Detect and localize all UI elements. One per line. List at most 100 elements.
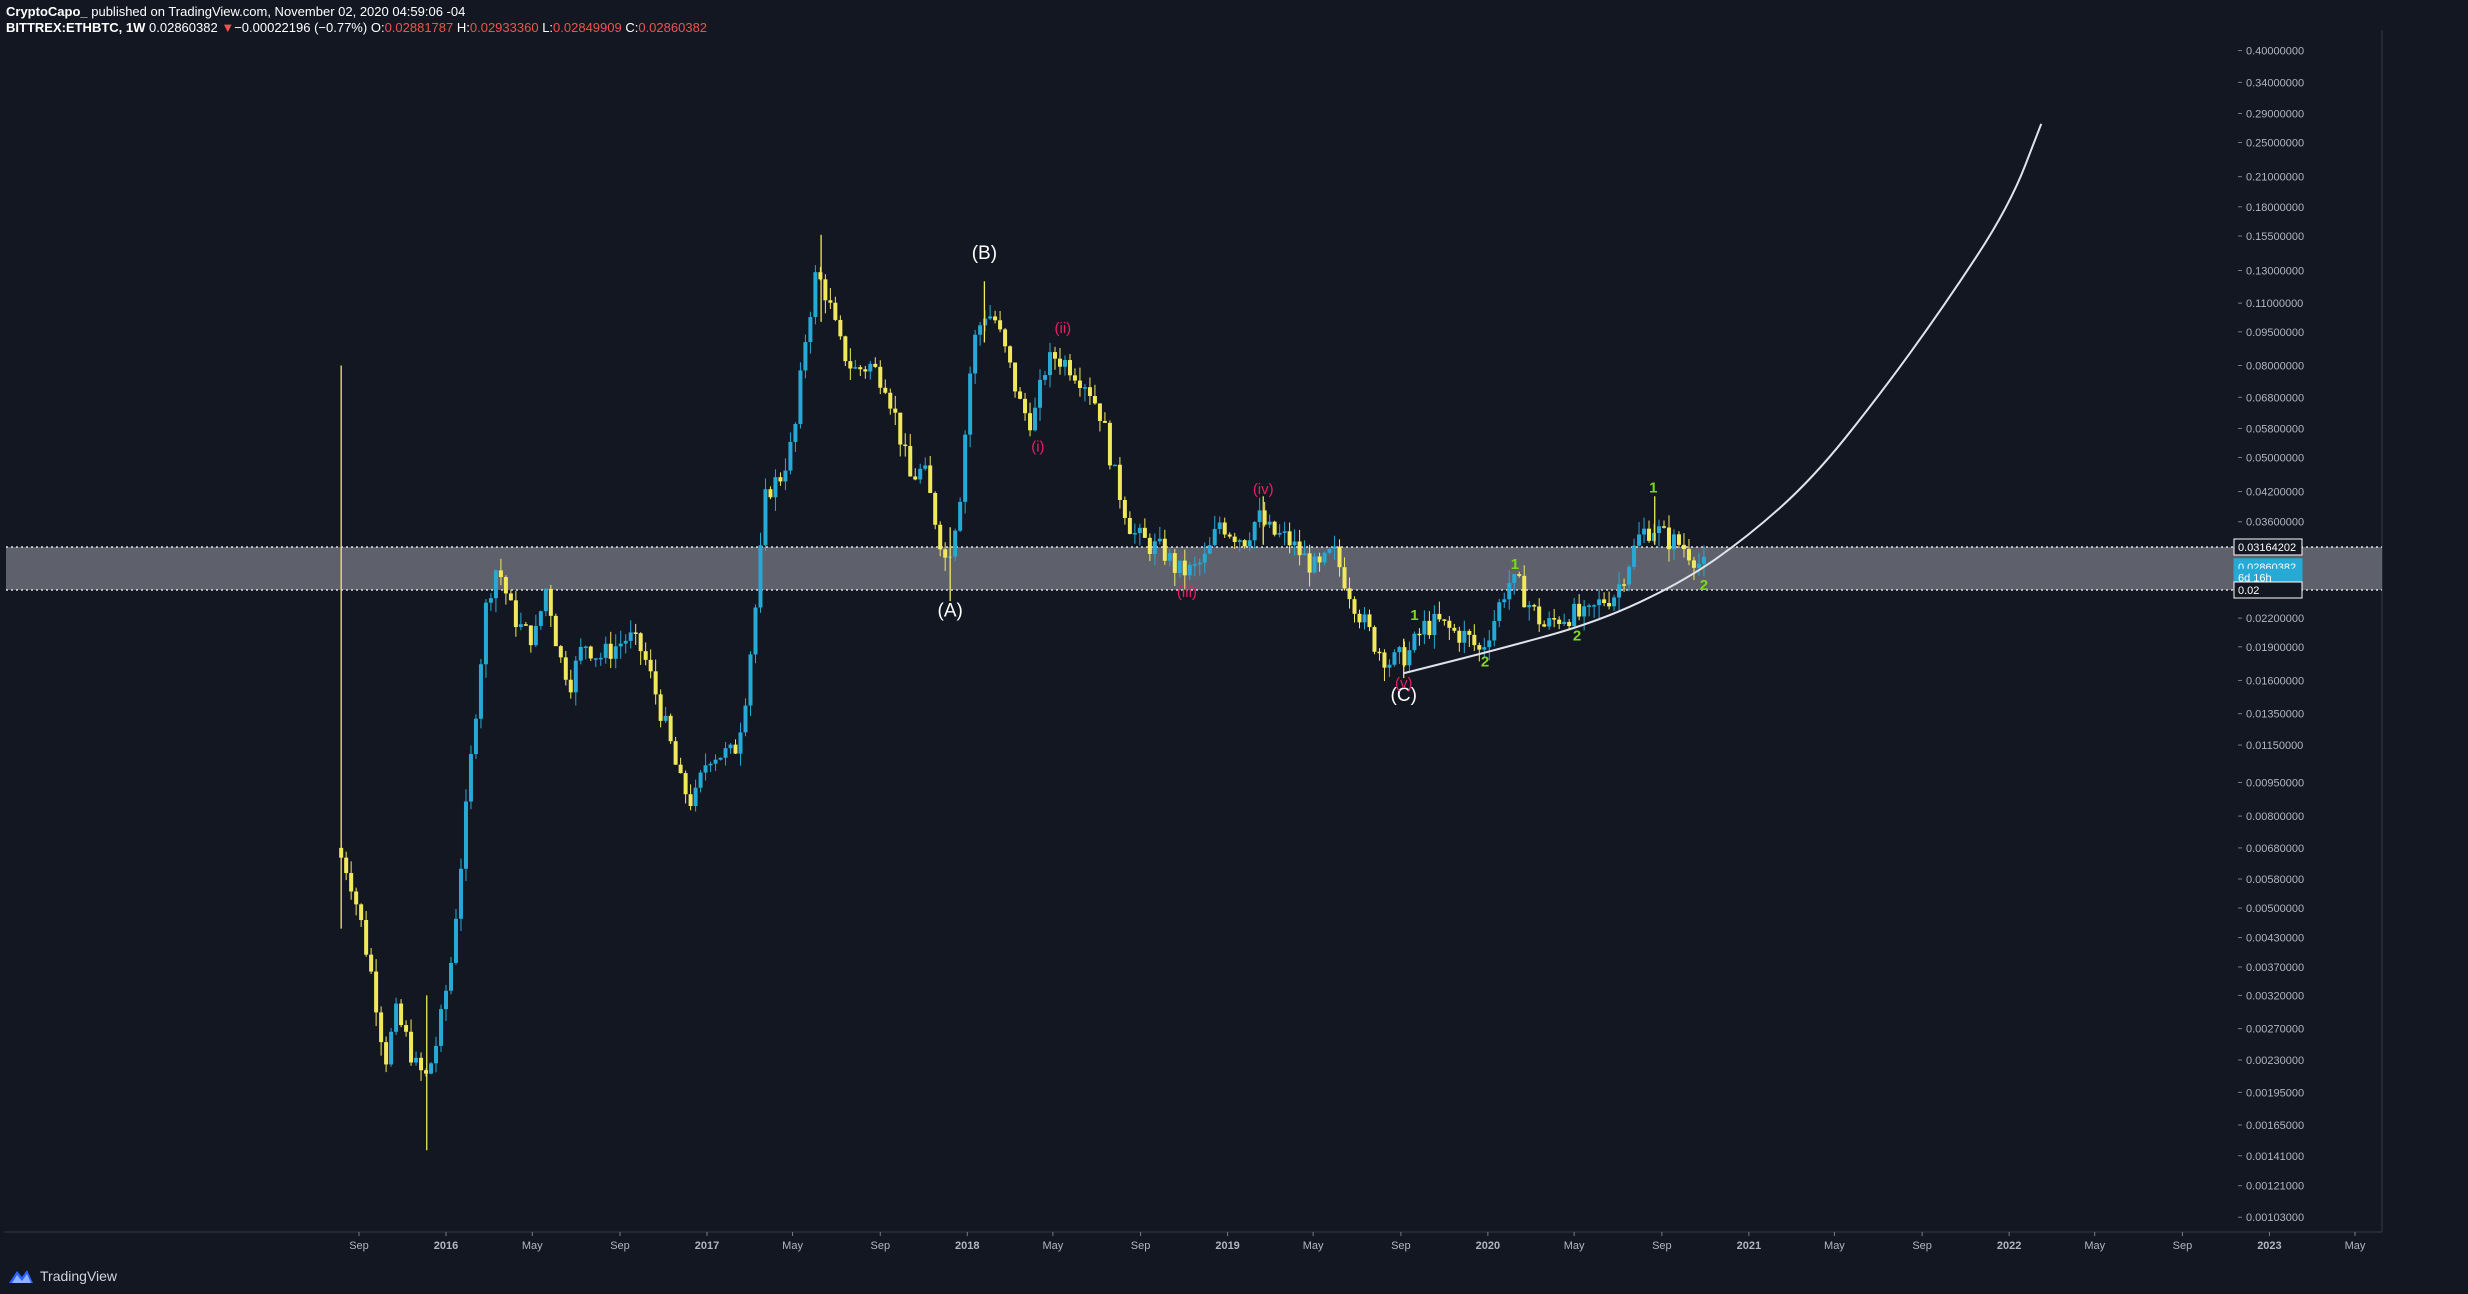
candle [818,267,823,281]
candle-body [1347,588,1352,600]
candle [1597,589,1602,619]
price-tick-label: 0.40000000 [2246,46,2304,58]
candle [563,650,568,686]
candle-body [843,336,848,362]
candle [673,736,678,765]
candle [1082,383,1087,402]
candle-body [1142,527,1147,538]
candle-body [853,367,858,369]
candle-body [708,763,713,766]
candle-body [448,962,453,991]
candle-body [1053,352,1057,359]
candle [1332,535,1337,561]
candle-body [513,600,518,627]
candle [1527,601,1532,621]
candle [1312,552,1317,574]
candle [1652,523,1657,543]
wave-label: (i) [1031,439,1044,456]
candle-body [1182,560,1187,576]
price-tick-label: 0.00141000 [2246,1151,2304,1163]
candle-body [1612,597,1617,607]
candle-body [439,1009,444,1046]
candle-body [1237,540,1242,542]
price-tick-label: 0.13000000 [2246,265,2304,277]
zone-fill[interactable] [6,547,2382,590]
time-tick-label: Sep [349,1240,369,1252]
candle-body [1572,603,1577,627]
candle [1252,520,1257,549]
candle [1592,604,1597,618]
candle [488,593,493,611]
candle [1402,641,1407,667]
price-tick-label: 0.00430000 [2246,933,2304,945]
candle-body [1597,599,1602,606]
price-axis[interactable]: 0.40000000 0.34000000 0.29000000 0.25000000… [2238,46,2304,1225]
candle [1542,620,1547,628]
candle [658,689,663,728]
candle-body [1442,619,1447,621]
candle [888,388,893,415]
candle-body [399,1003,404,1026]
candle-body [389,1031,394,1065]
candle-body [763,489,768,546]
candle [1227,532,1232,539]
candle [1662,520,1666,529]
candle-body [1517,574,1522,576]
candle-body [1477,645,1482,650]
candle [1262,501,1267,527]
candle-body [1547,618,1552,627]
candle [998,311,1003,333]
symbol-title[interactable]: BITTREX:ETHBTC, 1W [6,20,146,35]
curve-line[interactable] [1403,123,2043,675]
candle-body [1337,546,1342,568]
candle-body [344,857,349,874]
candle-body [758,545,763,608]
candle [558,644,563,663]
price-badge-label: 0.02 [2238,585,2259,597]
candle-body [1172,553,1177,573]
candle [1023,392,1028,421]
candle [1452,623,1457,633]
candle-body [1402,647,1407,666]
candle [908,433,913,477]
time-tick-label: May [2345,1240,2366,1252]
candle [1562,613,1567,626]
candle [1617,572,1622,612]
candle [1267,514,1272,529]
candle [503,575,508,605]
candle [1018,387,1023,400]
price-tick-label: 0.00680000 [2246,843,2304,855]
candle-body [998,320,1003,330]
candle-body [1522,575,1527,608]
wave-label: (iii) [1177,584,1197,601]
candle [1182,549,1187,590]
candle-body [1527,605,1532,608]
candle-body [653,671,658,695]
candle [1217,516,1222,535]
candle [568,669,573,699]
candle-body [1207,545,1212,554]
candle [1532,603,1537,611]
candle [718,757,723,761]
candle [1292,529,1297,556]
candle [793,422,798,452]
candle [1177,560,1182,578]
candle [1162,529,1167,565]
candle-body [1312,556,1317,573]
candle-body [1033,407,1038,431]
candle [638,632,643,665]
high-value: 0.02933360 [469,20,539,35]
candle-body [1482,647,1487,650]
parabolic-curve[interactable] [1403,123,2043,675]
time-axis[interactable]: Sep 2016 May Sep 2017 May Sep 2018 May Sep 2019 May… [349,1232,2366,1252]
candle [603,636,608,664]
resistance-zone[interactable] [6,546,2382,591]
candle [1247,532,1252,552]
author-name[interactable]: CryptoCapo_ [6,4,88,19]
candle-body [988,316,993,319]
footer-brand[interactable]: TradingView [40,1268,118,1284]
candle-body [1197,562,1202,565]
candle [748,651,753,716]
